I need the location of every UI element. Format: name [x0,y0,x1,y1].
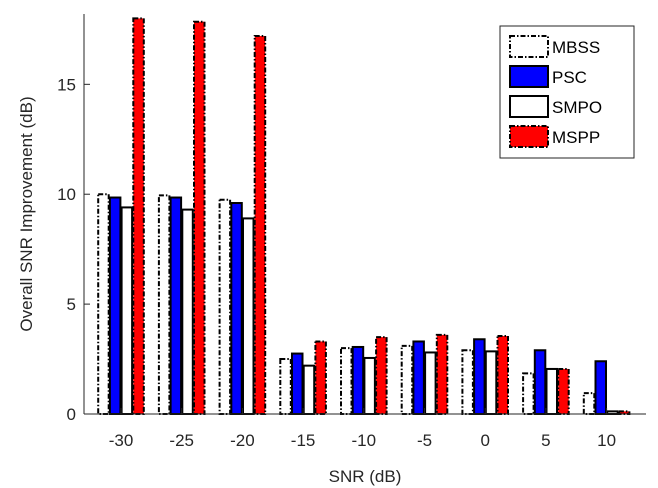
bar-mspp--20 [253,34,267,415]
bar-psc--5 [412,340,425,415]
legend-label-mbss: MBSS [552,38,600,57]
x-tick-label--30: -30 [109,431,134,450]
y-tick-label-15: 15 [57,75,76,94]
y-ticks-group: 0 5 10 15 [57,75,90,424]
bar-mbss-5 [522,372,535,415]
bar-mspp--15 [314,340,327,415]
legend-swatch-smpo [509,95,549,118]
legend-swatch-mspp [509,125,549,148]
bar-smpo--30 [120,206,134,415]
bar-psc--25 [169,196,183,415]
bar-mspp--10 [375,336,388,415]
x-tick-label--5: -5 [417,431,432,450]
bar-mbss--10 [340,347,353,416]
bar-mspp-5 [557,367,570,416]
bar-mbss--5 [400,344,414,415]
x-tick-label--25: -25 [169,431,194,450]
legend-label-smpo: SMPO [552,98,602,117]
legend-label-mspp: MSPP [552,128,600,147]
bar-mbss-0 [461,349,474,416]
bar-psc--30 [108,196,122,415]
legend: MBSS PSC SMPO MSPP [499,25,635,159]
x-tick-label--15: -15 [291,431,316,450]
x-tick-label--10: -10 [352,431,377,450]
bar-mspp--25 [193,20,206,415]
x-ticks-group: -30 -25 -20 -15 -10 -5 0 5 10 [109,408,616,450]
bar-smpo--25 [181,208,194,415]
legend-swatch-psc [509,65,549,88]
bar-mspp--30 [132,17,145,416]
y-axis-label: Overall SNR Improvement (dB) [17,96,36,331]
bar-mbss--25 [157,194,171,415]
bar-smpo-5 [545,367,558,416]
y-tick-label-0: 0 [67,405,76,424]
bar-mbss--15 [279,358,292,415]
y-tick-label-10: 10 [57,185,76,204]
bar-smpo-0 [484,350,498,415]
bar-psc-10 [594,360,607,415]
bar-mbss-10 [582,392,596,415]
bar-mbss--30 [97,193,110,415]
bar-smpo--20 [242,217,255,415]
bar-mspp--5 [435,333,449,416]
bar-mbss--20 [218,198,232,415]
bar-psc--10 [351,345,365,415]
bar-smpo--10 [363,356,376,415]
bar-smpo--15 [302,364,316,415]
bar-psc--15 [291,352,304,415]
x-tick-label-10: 10 [597,431,616,450]
bar-psc-0 [473,338,486,415]
bar-psc--20 [230,202,243,415]
legend-swatch-mbss [509,35,549,58]
x-tick-label--20: -20 [230,431,255,450]
bar-psc-5 [533,349,547,416]
bar-mspp-0 [496,334,509,416]
x-axis-label: SNR (dB) [329,467,402,486]
y-tick-label-5: 5 [67,295,76,314]
legend-label-psc: PSC [552,68,587,87]
bar-smpo--5 [424,351,437,415]
x-tick-label-0: 0 [480,431,489,450]
x-tick-label-5: 5 [541,431,550,450]
